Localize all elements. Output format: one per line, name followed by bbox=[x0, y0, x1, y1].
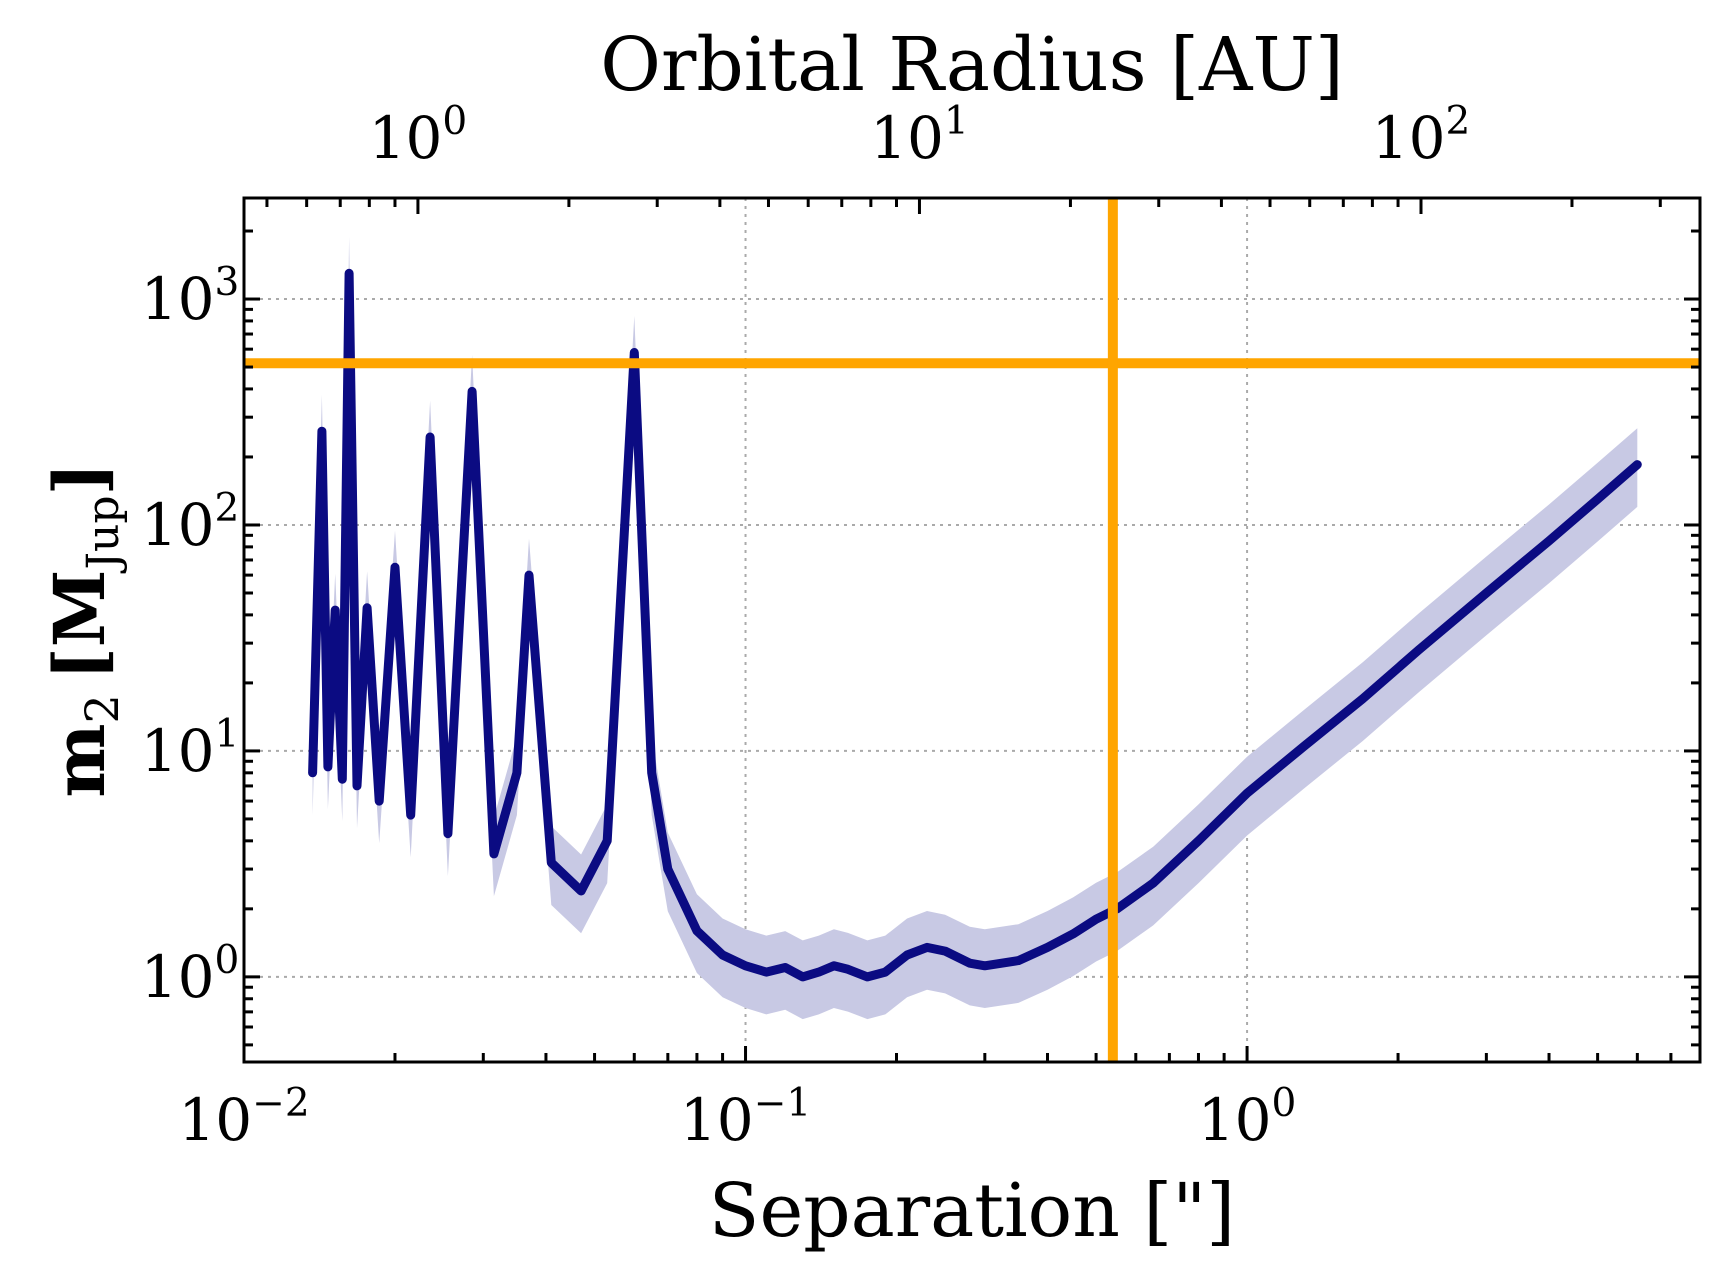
top-tick-label-0-base: 10 bbox=[369, 104, 443, 172]
y-tick-label-3-exponent: 3 bbox=[214, 260, 239, 305]
y-tick-label-2-base: 10 bbox=[141, 491, 215, 559]
y-axis-title-symbol-subscript: 2 bbox=[75, 694, 129, 723]
top-tick-label-2-base: 10 bbox=[1372, 104, 1446, 172]
y-tick-label-1-base: 10 bbox=[141, 717, 215, 785]
top-tick-label-0-exponent: 0 bbox=[442, 99, 467, 144]
series-layer bbox=[308, 268, 1642, 982]
y-tick-label-0: 100 bbox=[141, 938, 240, 1011]
y-axis-title: m2 [MJup] bbox=[38, 462, 129, 797]
top-tick-label-2: 102 bbox=[1372, 99, 1471, 172]
y-tick-label-1-exponent: 1 bbox=[214, 712, 239, 757]
y-axis-title-symbol: m bbox=[38, 724, 121, 798]
x-tick-label-2: 100 bbox=[1198, 1081, 1297, 1154]
y-axis-title-bracket-open: [M bbox=[38, 570, 121, 681]
y-axis-title-bracket-close: ] bbox=[38, 462, 121, 495]
x-tick-label-1: 10−1 bbox=[680, 1081, 811, 1154]
x-tick-label-0: 10−2 bbox=[178, 1081, 309, 1154]
reference-lines bbox=[244, 198, 1700, 1062]
top-tick-label-2-exponent: 2 bbox=[1445, 99, 1470, 144]
y-tick-label-0-exponent: 0 bbox=[214, 938, 239, 983]
x-tick-label-2-base: 10 bbox=[1198, 1086, 1272, 1154]
plot-frame bbox=[242, 196, 1702, 1064]
top-tick-label-0: 100 bbox=[369, 99, 468, 172]
x-axis-title: Separation ["] bbox=[709, 1168, 1235, 1254]
y-tick-label-0-base: 10 bbox=[141, 943, 215, 1011]
top-tick-label-1-exponent: 1 bbox=[944, 99, 969, 144]
top-tick-label-1-base: 10 bbox=[870, 104, 944, 172]
x-tick-label-1-base: 10 bbox=[680, 1086, 754, 1154]
y-axis-title-unit-subscript: Jup bbox=[78, 496, 129, 574]
y-tick-label-3: 103 bbox=[141, 260, 240, 333]
series-line-0 bbox=[308, 268, 1642, 982]
top-axis-title: Orbital Radius [AU] bbox=[600, 22, 1343, 108]
x-tick-label-2-exponent: 0 bbox=[1272, 1081, 1297, 1126]
y-tick-label-3-base: 10 bbox=[141, 265, 215, 333]
y-tick-label-2-exponent: 2 bbox=[214, 486, 239, 531]
x-tick-label-0-base: 10 bbox=[178, 1086, 252, 1154]
x-tick-label-1-exponent: −1 bbox=[754, 1081, 812, 1126]
y-tick-label-2: 102 bbox=[141, 486, 240, 559]
y-tick-label-1: 101 bbox=[141, 712, 240, 785]
x-tick-label-0-exponent: −2 bbox=[252, 1081, 310, 1126]
top-tick-label-1: 101 bbox=[870, 99, 969, 172]
